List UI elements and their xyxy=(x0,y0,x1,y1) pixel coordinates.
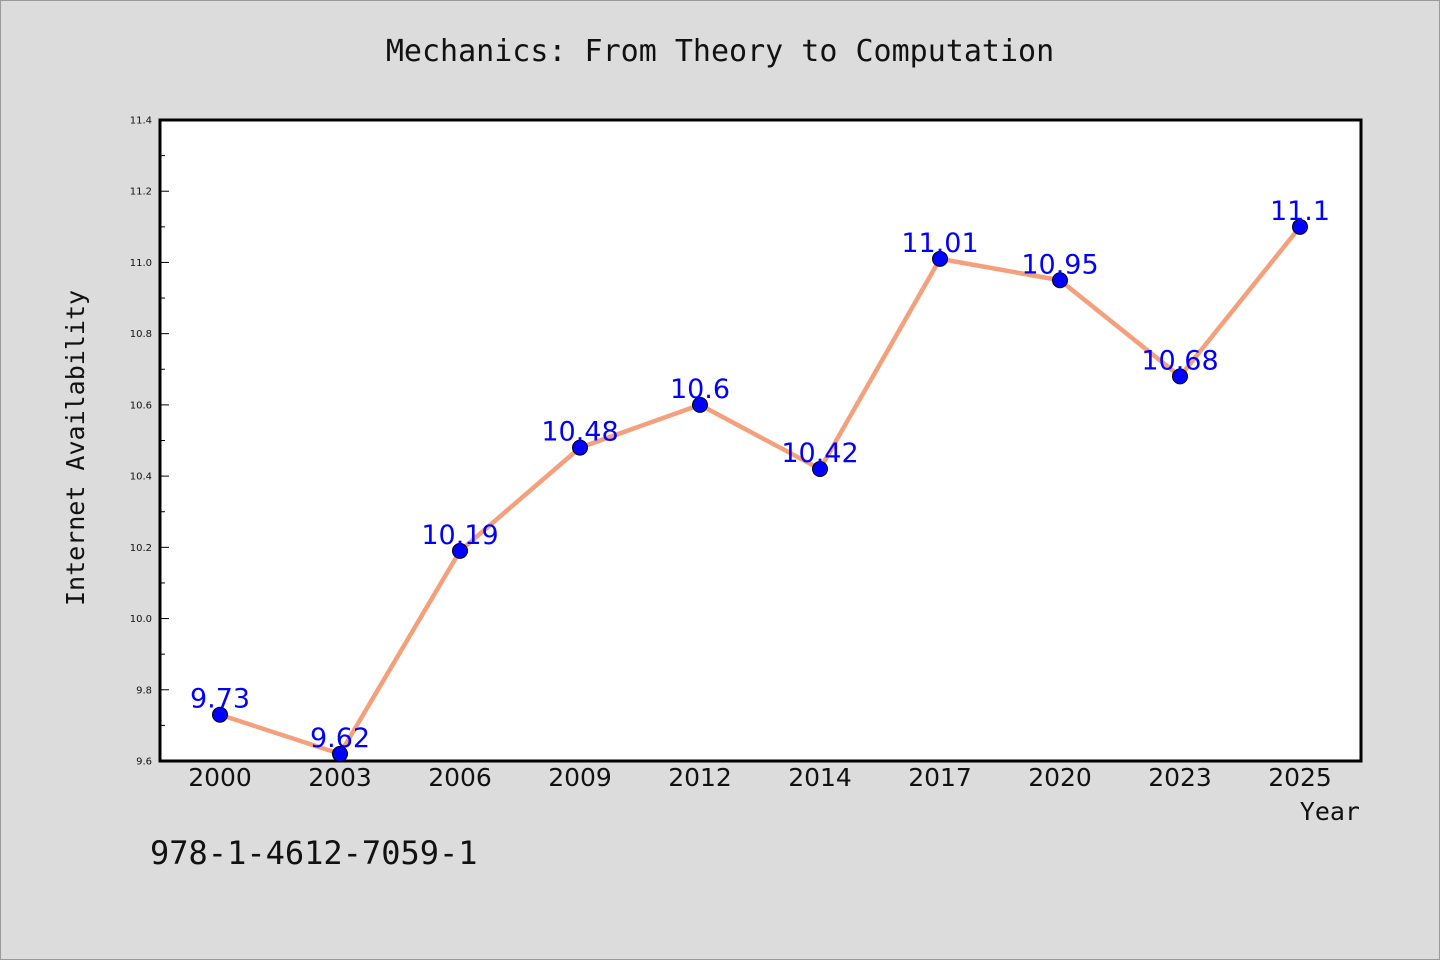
data-point xyxy=(572,439,588,456)
data-point xyxy=(1052,272,1068,289)
y-tick-label: 11.0 xyxy=(130,258,152,269)
x-tick-label: 2017 xyxy=(908,763,972,792)
x-tick-label: 2003 xyxy=(308,763,372,792)
x-tick-label: 2006 xyxy=(428,763,492,792)
y-tick-label: 9.8 xyxy=(136,685,152,696)
isbn-text: 978-1-4612-7059-1 xyxy=(150,834,478,872)
data-label: 11.01 xyxy=(901,228,978,259)
data-label: 10.6 xyxy=(670,374,730,405)
y-axis-label: Internet Availability xyxy=(61,290,90,606)
y-tick-label: 10.6 xyxy=(130,400,152,411)
series-group: 9.73 9.62 10.19 10.48 10.6 10.42 11.01 10.95 10.… xyxy=(190,196,1330,762)
y-tick-label: 10.4 xyxy=(130,472,152,483)
data-point xyxy=(212,706,228,723)
y-tick-label: 11.4 xyxy=(130,116,152,127)
x-tick-label: 2023 xyxy=(1148,763,1212,792)
x-axis-ticks: 2000 2003 2006 2009 2012 2014 2017 2020 2023 2025 xyxy=(188,763,1332,792)
data-point xyxy=(332,745,348,762)
y-tick-label: 10.8 xyxy=(130,329,152,340)
y-tick-label: 11.2 xyxy=(130,187,152,198)
data-point xyxy=(932,250,948,267)
data-point xyxy=(812,460,828,477)
data-label: 9.73 xyxy=(190,684,250,715)
data-label: 11.1 xyxy=(1270,196,1330,227)
data-label: 9.62 xyxy=(310,723,370,754)
data-point xyxy=(692,396,708,413)
y-tick-label: 10.0 xyxy=(130,614,152,625)
data-label: 10.68 xyxy=(1141,345,1218,376)
x-axis-label: Year xyxy=(1300,797,1360,826)
data-point xyxy=(1172,368,1188,385)
data-label: 10.19 xyxy=(421,520,498,551)
data-point xyxy=(452,542,468,559)
plot-area xyxy=(158,118,1363,763)
data-label: 10.48 xyxy=(541,417,618,448)
x-tick-label: 2020 xyxy=(1028,763,1092,792)
x-tick-label: 2025 xyxy=(1268,763,1332,792)
data-point xyxy=(1292,218,1308,235)
x-tick-label: 2009 xyxy=(548,763,612,792)
y-tick-label: 9.6 xyxy=(136,757,152,768)
x-tick-label: 2012 xyxy=(668,763,732,792)
series-line xyxy=(219,225,1302,757)
x-tick-label: 2000 xyxy=(188,763,252,792)
chart-title: Mechanics: From Theory to Computation xyxy=(385,34,1055,69)
data-label: 10.42 xyxy=(781,438,858,469)
y-tick-label: 10.2 xyxy=(130,543,152,554)
y-axis-ticks: 9.6 9.8 10.0 10.2 10.4 10.6 10.8 11.0 11.2 11.4 xyxy=(130,116,169,768)
x-tick-label: 2014 xyxy=(788,763,852,792)
data-label: 10.95 xyxy=(1021,249,1098,280)
